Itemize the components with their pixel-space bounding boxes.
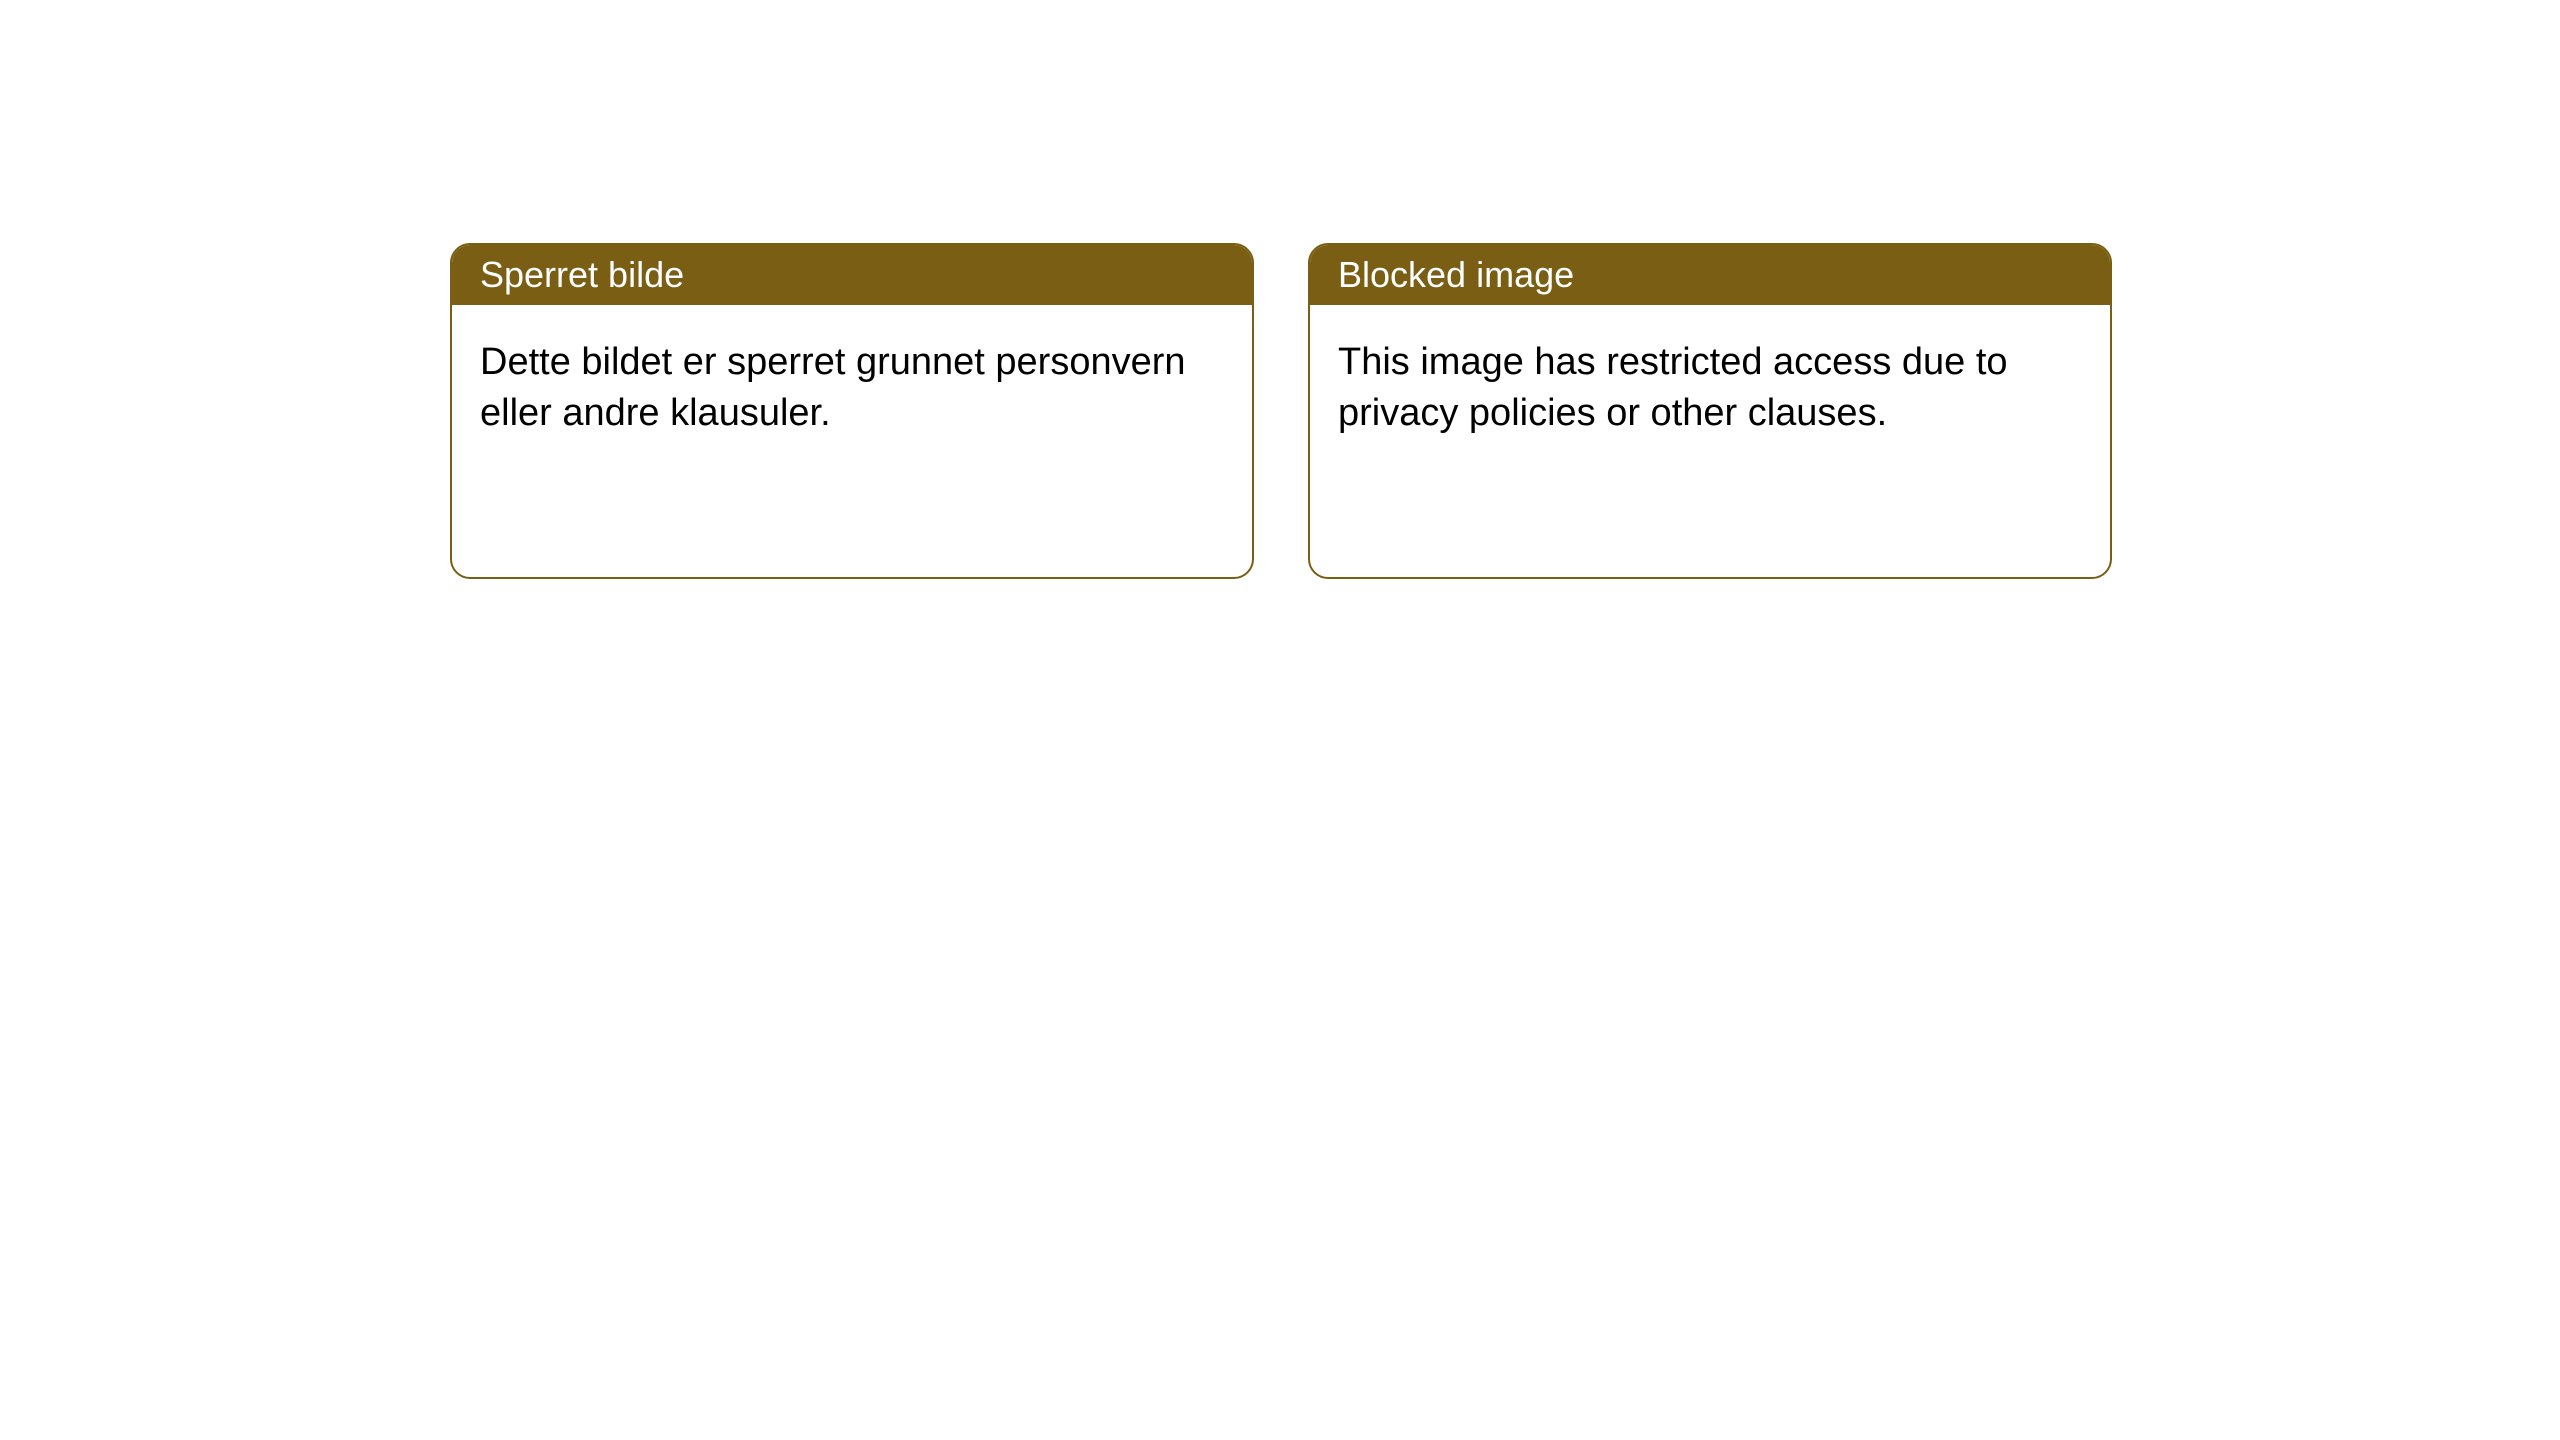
card-header-text: Blocked image	[1338, 254, 1574, 296]
notice-cards-container: Sperret bilde Dette bildet er sperret gr…	[450, 243, 2112, 579]
card-body-text: Dette bildet er sperret grunnet personve…	[480, 341, 1186, 434]
notice-card-norwegian: Sperret bilde Dette bildet er sperret gr…	[450, 243, 1254, 579]
card-body: Dette bildet er sperret grunnet personve…	[452, 305, 1252, 472]
notice-card-english: Blocked image This image has restricted …	[1308, 243, 2112, 579]
card-header-text: Sperret bilde	[480, 254, 684, 296]
card-header: Blocked image	[1310, 245, 2110, 305]
card-body: This image has restricted access due to …	[1310, 305, 2110, 472]
card-body-text: This image has restricted access due to …	[1338, 341, 2008, 434]
card-header: Sperret bilde	[452, 245, 1252, 305]
